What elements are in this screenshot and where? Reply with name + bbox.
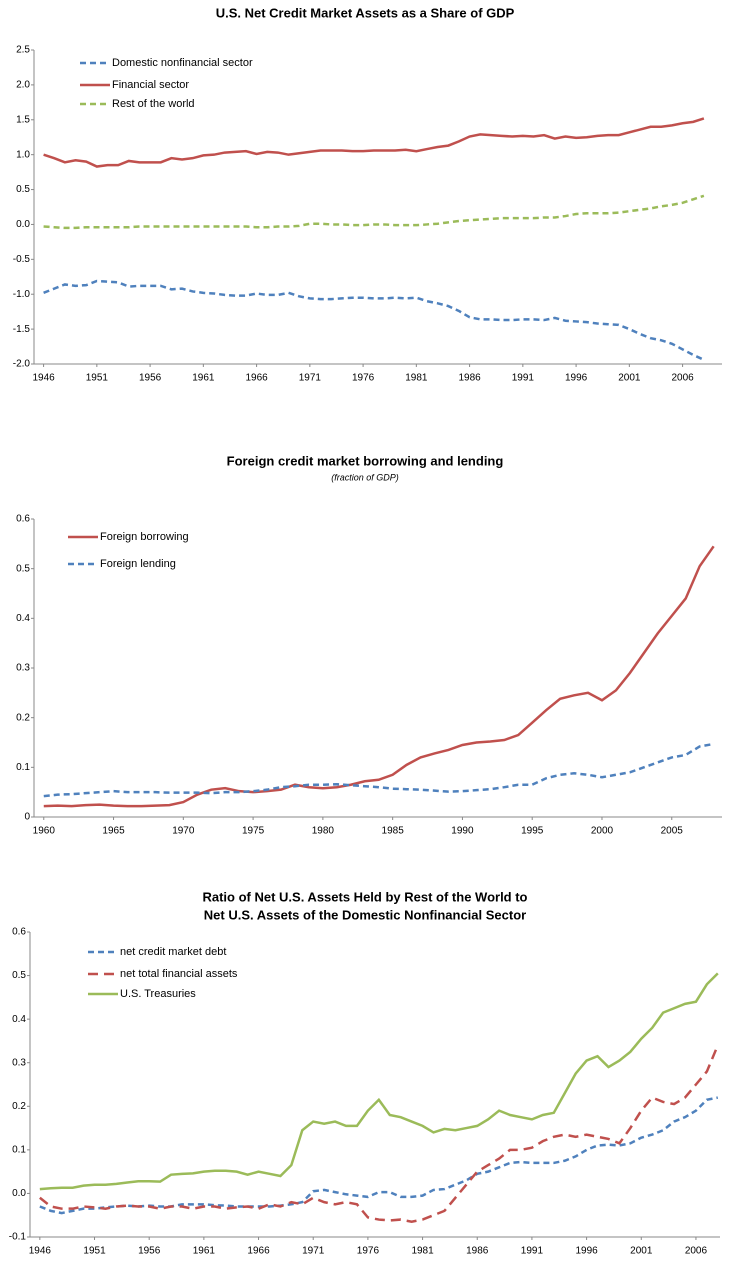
x-tick-label: 1956 [138, 1246, 161, 1257]
x-tick-label: 1951 [86, 373, 109, 384]
y-tick-label: -0.1 [9, 1232, 27, 1243]
y-tick-label: 0.2 [16, 712, 30, 723]
x-tick-label: 1986 [466, 1246, 489, 1257]
x-tick-label: 1961 [192, 373, 215, 384]
x-tick-label: 1996 [575, 1246, 598, 1257]
y-tick-label: 0.6 [16, 514, 30, 525]
y-tick-label: 1.0 [16, 149, 30, 160]
x-tick-label: 1991 [512, 373, 535, 384]
y-tick-label: -2.0 [13, 359, 31, 370]
y-tick-label: 0.2 [12, 1101, 26, 1112]
legend-label: net credit market debt [120, 946, 226, 958]
x-tick-label: 1991 [521, 1246, 544, 1257]
x-tick-label: 1965 [102, 826, 125, 837]
x-tick-label: 2005 [661, 826, 684, 837]
x-tick-label: 1970 [172, 826, 195, 837]
legend-label: Rest of the world [112, 98, 195, 110]
chart-title: U.S. Net Credit Market Assets as a Share… [216, 5, 515, 20]
x-tick-label: 1946 [32, 373, 55, 384]
x-tick-label: 1986 [458, 373, 481, 384]
series-line [43, 545, 715, 808]
series-line [39, 1096, 719, 1215]
x-tick-label: 2001 [630, 1246, 653, 1257]
legend-label: Foreign borrowing [100, 531, 189, 543]
series-line [43, 279, 705, 361]
x-tick-label: 1996 [565, 373, 588, 384]
y-tick-label: 0.5 [16, 563, 30, 574]
x-tick-label: 1971 [302, 1246, 325, 1257]
x-tick-label: 1951 [83, 1246, 106, 1257]
y-tick-label: 2.5 [16, 45, 30, 56]
y-tick-label: 2.0 [16, 80, 30, 91]
y-tick-label: 0.1 [16, 762, 30, 773]
x-tick-label: 2000 [591, 826, 614, 837]
x-tick-label: 2001 [618, 373, 641, 384]
y-tick-label: -1.0 [13, 289, 31, 300]
legend-label: Financial sector [112, 79, 189, 91]
y-tick-label: 0.4 [12, 1014, 26, 1025]
x-tick-label: 1956 [139, 373, 162, 384]
x-tick-label: 1985 [382, 826, 405, 837]
legend-label: U.S. Treasuries [120, 988, 196, 1000]
x-tick-label: 1971 [299, 373, 322, 384]
x-tick-label: 1966 [245, 373, 268, 384]
series-line [43, 117, 705, 168]
y-tick-label: 0.3 [16, 663, 30, 674]
x-tick-label: 1960 [33, 826, 56, 837]
x-tick-label: 1981 [405, 373, 428, 384]
chart-title: Ratio of Net U.S. Assets Held by Rest of… [202, 889, 527, 904]
y-tick-label: 0.5 [12, 970, 26, 981]
x-tick-label: 1976 [357, 1246, 380, 1257]
y-tick-label: -0.5 [13, 254, 31, 265]
y-tick-label: 0 [24, 812, 30, 823]
chart-subtitle: (fraction of GDP) [331, 472, 399, 482]
legend-label: Foreign lending [100, 558, 176, 570]
series-line [39, 1044, 719, 1224]
x-tick-label: 1980 [312, 826, 335, 837]
y-tick-label: 0.1 [12, 1144, 26, 1155]
series-line [43, 194, 705, 230]
chart-title: Net U.S. Assets of the Domestic Nonfinan… [204, 907, 526, 922]
y-tick-label: 0.5 [16, 184, 30, 195]
x-tick-label: 1975 [242, 826, 265, 837]
chart-title: Foreign credit market borrowing and lend… [227, 453, 504, 468]
legend-label: net total financial assets [120, 968, 238, 980]
x-tick-label: 1995 [521, 826, 544, 837]
series-line [39, 972, 719, 1191]
y-tick-label: 0.6 [12, 927, 26, 938]
y-tick-label: 0.0 [16, 219, 30, 230]
x-tick-label: 1946 [29, 1246, 52, 1257]
x-tick-label: 2006 [671, 373, 694, 384]
x-tick-label: 1961 [193, 1246, 216, 1257]
y-tick-label: 0.4 [16, 613, 30, 624]
x-tick-label: 2006 [685, 1246, 708, 1257]
y-tick-label: 0.0 [12, 1188, 26, 1199]
x-tick-label: 1990 [451, 826, 474, 837]
legend-label: Domestic nonfinancial sector [112, 57, 253, 69]
series-line [43, 742, 714, 798]
x-tick-label: 1976 [352, 373, 375, 384]
x-tick-label: 1966 [247, 1246, 270, 1257]
y-tick-label: -1.5 [13, 324, 31, 335]
x-tick-label: 1981 [411, 1246, 434, 1257]
y-tick-label: 0.3 [12, 1057, 26, 1068]
y-tick-label: 1.5 [16, 114, 30, 125]
